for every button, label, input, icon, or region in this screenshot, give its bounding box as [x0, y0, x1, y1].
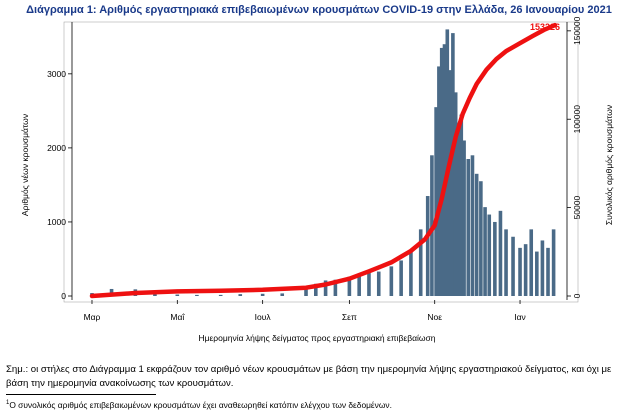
- y2-tick-label: 0: [572, 293, 582, 298]
- footnote: 1Ο συνολικός αριθμός επιβεβαιωμένων κρου…: [6, 400, 636, 410]
- x-tick-label: Ιουλ: [255, 312, 272, 322]
- daily-bar: [442, 44, 447, 296]
- daily-bar: [399, 260, 403, 296]
- cumulative-line-path: [89, 22, 558, 299]
- daily-bar: [323, 280, 328, 296]
- footnote-rule: [6, 394, 156, 395]
- daily-bar: [238, 294, 243, 296]
- y-axis-label: Αριθμός νέων κρουσμάτων: [20, 114, 30, 216]
- daily-bar: [175, 294, 180, 296]
- daily-bar: [504, 229, 508, 296]
- daily-bar: [357, 274, 361, 296]
- daily-bar: [456, 125, 461, 296]
- daily-bar: [439, 47, 444, 297]
- daily-bar: [483, 207, 487, 296]
- x-tick-label: Ιαν: [514, 312, 526, 322]
- y-tick-label: 2000: [47, 143, 66, 153]
- daily-bar: [535, 251, 539, 296]
- chart-note: Σημ.: οι στήλες στο Διάγραμμα 1 εκφράζου…: [6, 364, 612, 389]
- y2-axis-label: Συνολικός αριθμός κρουσμάτων: [604, 105, 614, 225]
- daily-bar: [314, 283, 318, 296]
- daily-bar: [546, 247, 550, 296]
- right-y-ticks: 0 50000 100000 150000: [567, 16, 582, 298]
- x-tick-label: Μαΐ: [170, 312, 185, 322]
- daily-bar: [523, 244, 528, 296]
- daily-bar: [540, 240, 545, 296]
- y2-tick-label: 50000: [572, 196, 582, 220]
- daily-bar: [453, 92, 458, 296]
- cumulative-line: [89, 22, 558, 299]
- daily-bar: [333, 279, 338, 296]
- daily-bar: [498, 210, 503, 296]
- y2-tick-label: 100000: [572, 105, 582, 134]
- daily-bar: [195, 294, 199, 296]
- daily-bar: [367, 273, 371, 296]
- daily-bar: [434, 107, 438, 296]
- x-tick-label: Σεπ: [342, 312, 357, 322]
- daily-bar: [389, 266, 394, 296]
- footnote-text: Ο συνολικός αριθμός επιβεβαιωμένων κρουσ…: [9, 400, 392, 410]
- daily-bar: [462, 140, 466, 296]
- daily-bar: [448, 70, 452, 296]
- covid-chart: Διάγραμμα 1: Αριθμός εργαστηριακά επιβεβ…: [20, 4, 614, 343]
- daily-bar: [304, 287, 308, 296]
- footnote-marker: 1: [6, 400, 10, 407]
- daily-bar: [459, 114, 464, 296]
- daily-bar: [445, 29, 450, 297]
- daily-bar: [551, 229, 556, 296]
- x-ticks: Μαρ Μαΐ Ιουλ Σεπ Νοε Ιαν: [84, 300, 526, 322]
- y-tick-label: 1000: [47, 217, 66, 227]
- x-tick-label: Νοε: [427, 312, 442, 322]
- daily-bar: [218, 294, 223, 296]
- daily-bar: [376, 271, 381, 296]
- y2-tick-label: 150000: [572, 16, 582, 45]
- plot-frame: [63, 21, 579, 303]
- daily-bar: [418, 229, 423, 296]
- daily-bar: [280, 293, 285, 296]
- daily-bar: [474, 173, 479, 296]
- cumulative-final-label: 153226: [530, 22, 560, 32]
- daily-bar: [493, 221, 497, 296]
- chart-title: Διάγραμμα 1: Αριθμός εργαστηριακά επιβεβ…: [26, 4, 612, 16]
- x-tick-label: Μαρ: [84, 312, 101, 322]
- daily-bar: [479, 181, 483, 296]
- daily-bar: [518, 247, 522, 296]
- y-tick-label: 0: [61, 291, 66, 301]
- daily-bar: [425, 196, 430, 296]
- left-y-ticks: 0 1000 2000 3000: [47, 69, 72, 301]
- daily-bar: [529, 229, 534, 296]
- daily-bar: [347, 276, 352, 296]
- daily-bar: [470, 155, 475, 296]
- daily-bar: [260, 293, 265, 296]
- daily-bar: [511, 236, 515, 296]
- y-tick-label: 3000: [47, 69, 66, 79]
- daily-bar: [437, 66, 441, 296]
- daily-bar: [451, 33, 455, 297]
- daily-bar: [409, 250, 413, 296]
- daily-bar: [487, 214, 492, 296]
- daily-bar: [466, 159, 471, 296]
- x-axis-label: Ημερομηνία λήψης δείγματος προς εργαστηρ…: [198, 333, 435, 343]
